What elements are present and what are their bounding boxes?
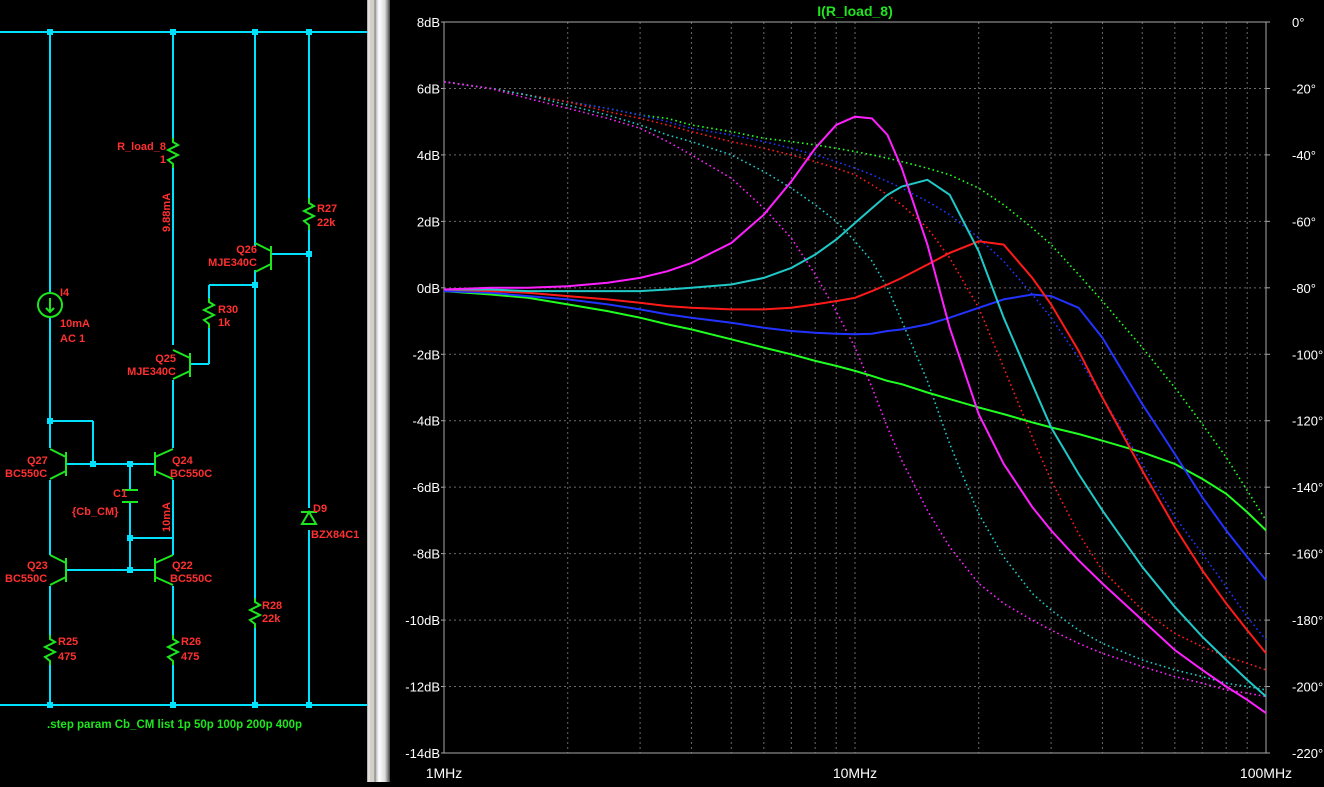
r-load-8-symbol [165,138,181,168]
plot-frame [443,21,1267,754]
x-tick-label: 1MHz [426,765,463,781]
i4-value: 10mA [60,318,90,330]
i4-name: I4 [60,287,70,299]
q24-symbol [154,448,174,480]
r27-symbol [301,198,317,230]
y-right-tick-label: -100° [1292,347,1323,362]
step-param-directive[interactable]: .step param Cb_CM list 1p 50p 100p 200p … [47,719,302,731]
q26-symbol [254,242,272,273]
q25-model: MJE340C [127,366,176,378]
r25-value: 475 [58,651,76,663]
phase-trace-9 [443,81,1267,698]
axis-tick-labels: 8dB 6dB 4dB 2dB 0dB -2dB -4dB -6dB -8dB -10dB -12d… [405,15,1323,781]
magnitude-trace-4 [443,115,1267,714]
q22-model: BC550C [170,573,212,585]
q25-name: Q25 [155,353,176,365]
y-right-tick-label: 0° [1292,15,1304,30]
r25-symbol [42,635,58,665]
y-left-tick-label: -10dB [405,613,440,628]
y-right-tick-label: -60° [1292,214,1316,229]
y-right-tick-label: -180° [1292,613,1323,628]
y-left-tick-label: -2dB [413,347,440,362]
magnitude-trace-2 [443,240,1267,654]
y-left-tick-label: -6dB [413,480,440,495]
y-right-tick-label: -20° [1292,81,1316,96]
wire-junctions [47,29,312,708]
bode-plot[interactable]: I(R_load_8) 8dB 6dB 4dB 2dB 0dB -2dB -4dB -6dB -… [390,0,1324,782]
c1-value: {Cb_CM} [72,506,119,518]
current-label-q24: 10mA [161,502,173,532]
d9-name: D9 [313,503,327,515]
y-left-tick-label: -8dB [413,547,440,562]
r30-symbol [201,298,217,328]
r28-symbol [247,598,263,628]
c1-name: C1 [113,488,127,500]
schematic-components [37,138,318,665]
phase-trace-6 [443,81,1267,641]
y-left-tick-label: -12dB [405,680,440,695]
q22-symbol [154,554,174,586]
q22-name: Q22 [172,560,193,572]
y-right-tick-label: -80° [1292,281,1316,296]
y-right-tick-label: -200° [1292,680,1323,695]
i4-ac: AC 1 [60,333,85,345]
y-right-tick-label: -120° [1292,414,1323,429]
pane-splitter[interactable] [367,0,390,782]
y-left-tick-label: 2dB [417,214,440,229]
plot-traces [443,81,1267,714]
schematic-canvas[interactable]: R_load_8 1 9.88mA R27 22k Q26 MJE340C R3… [0,0,367,782]
q26-name: Q26 [236,244,257,256]
q27-model: BC550C [5,468,47,480]
y-left-tick-label: 0dB [417,281,440,296]
r30-value: 1k [218,317,231,329]
r26-name: R26 [181,636,201,648]
x-tick-label: 100MHz [1240,765,1292,781]
r28-value: 22k [262,613,281,625]
q23-name: Q23 [27,560,48,572]
d9-model: BZX84C1 [311,529,359,541]
r25-name: R25 [58,636,78,648]
y-right-tick-label: -160° [1292,547,1323,562]
y-left-tick-label: 6dB [417,81,440,96]
y-left-tick-label: 4dB [417,148,440,163]
r30-name: R30 [218,304,238,316]
current-label-r-load: 9.88mA [161,193,173,232]
plot-grid [444,22,1266,753]
magnitude-trace-1 [443,290,1267,581]
q27-name: Q27 [27,455,48,467]
plot-pane[interactable]: I(R_load_8) 8dB 6dB 4dB 2dB 0dB -2dB -4dB -6dB -… [390,0,1324,782]
r27-name: R27 [317,203,337,215]
schematic-pane[interactable]: R_load_8 1 9.88mA R27 22k Q26 MJE340C R3… [0,0,367,782]
q27-symbol [49,448,67,480]
q24-name: Q24 [172,455,194,467]
y-left-tick-label: -14dB [405,746,440,761]
schematic-wires [0,31,367,706]
r27-value: 22k [317,217,336,229]
r26-value: 475 [181,651,199,663]
magnitude-trace-3 [444,178,1267,698]
c1-symbol [122,489,138,503]
magnitude-trace-0 [443,290,1267,532]
q25-symbol [172,349,191,380]
schematic-labels: R_load_8 1 9.88mA R27 22k Q26 MJE340C R3… [5,141,359,663]
y-right-tick-label: -220° [1292,746,1323,761]
r-load-8-value: 1 [160,154,166,166]
x-tick-label: 10MHz [833,765,877,781]
y-left-tick-label: 8dB [417,15,440,30]
q26-model: MJE340C [208,257,257,269]
phase-trace-7 [443,81,1267,671]
r-load-8-name: R_load_8 [117,141,166,153]
q23-symbol [49,554,67,586]
plot-title[interactable]: I(R_load_8) [817,3,892,19]
r28-name: R28 [262,600,282,612]
d9-symbol [300,510,318,525]
y-right-tick-label: -140° [1292,480,1323,495]
phase-trace-8 [443,81,1267,691]
i4-symbol [37,292,63,318]
q23-model: BC550C [5,573,47,585]
y-left-tick-label: -4dB [413,414,440,429]
y-right-tick-label: -40° [1292,148,1316,163]
q24-model: BC550C [170,468,212,480]
r26-symbol [165,635,181,665]
